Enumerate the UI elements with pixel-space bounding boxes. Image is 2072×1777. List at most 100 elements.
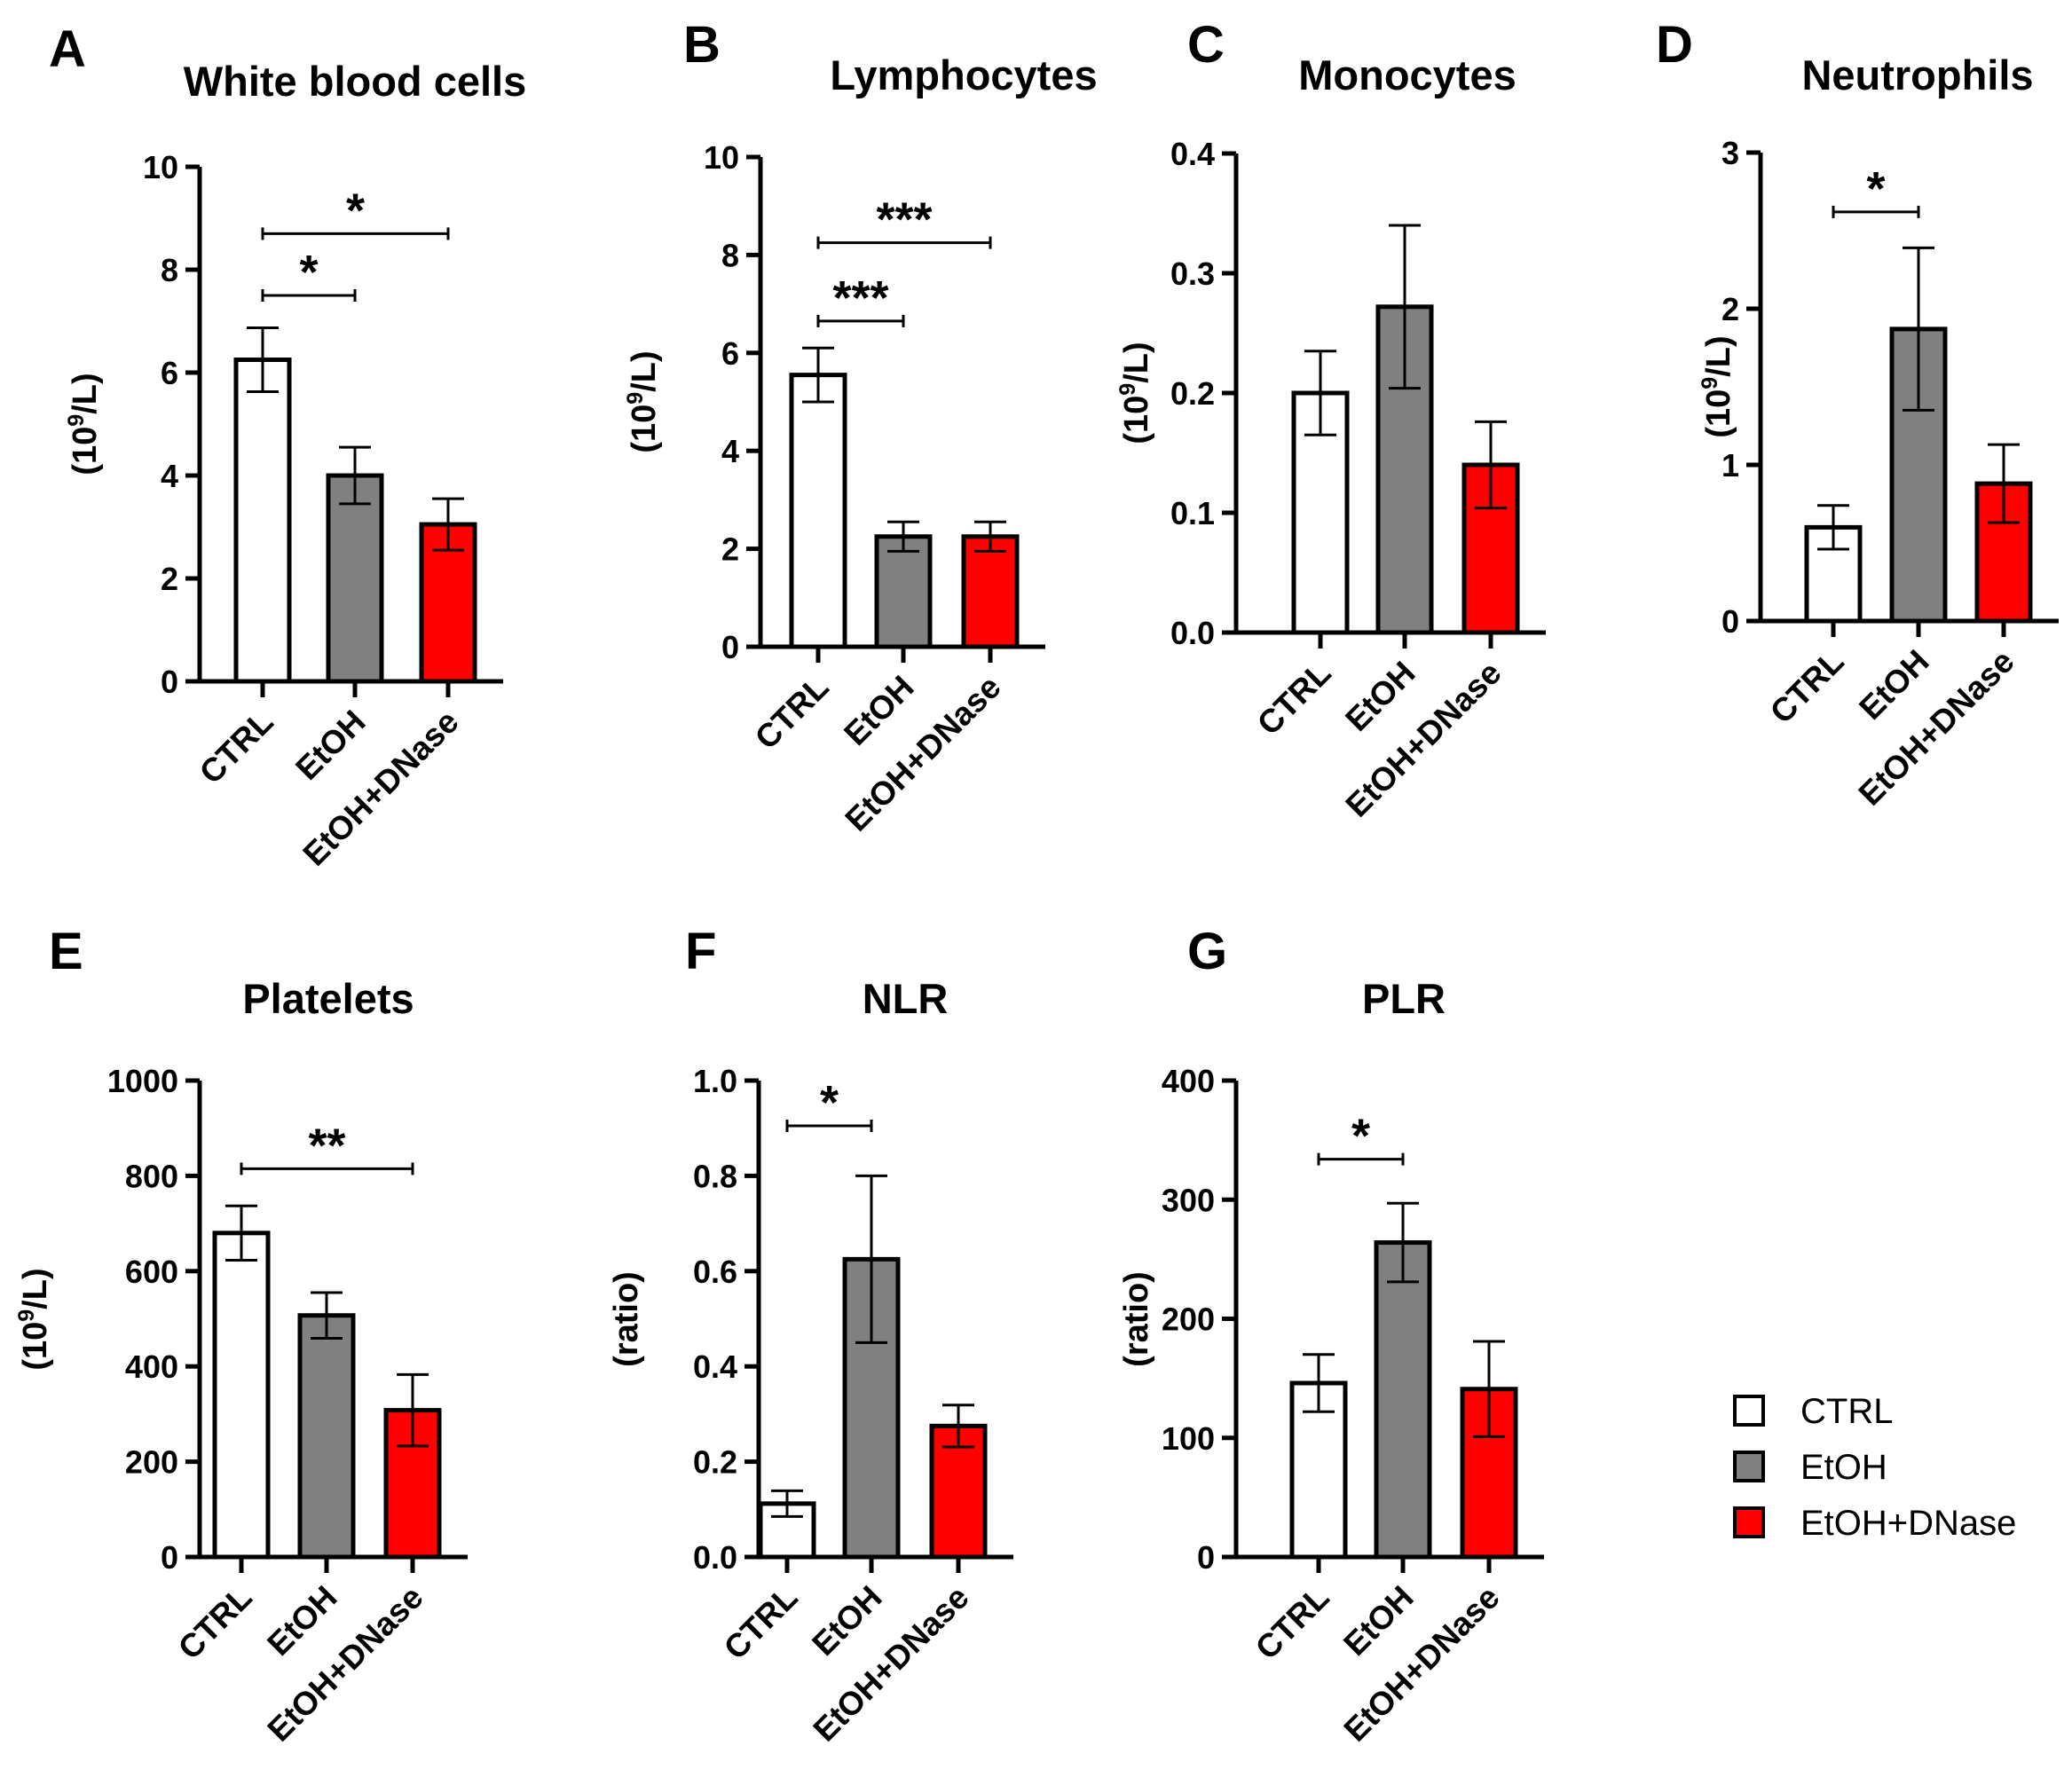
- significance-label: *: [346, 184, 365, 237]
- error-bar-ctrl: [771, 1489, 803, 1518]
- x-tick-label-ctrl: CTRL: [1249, 1579, 1336, 1667]
- x-tick-label-etoh-dnase: EtOH+DNase: [1852, 643, 2021, 813]
- y-tick-label: 1.0: [693, 1063, 737, 1099]
- y-tick-label: 0.4: [1170, 136, 1215, 172]
- bar-etoh: [326, 473, 384, 684]
- bar-etoh-dnase: [961, 534, 1020, 649]
- y-axis-label-superscript: 9: [1698, 377, 1722, 389]
- error-bar-etoh: [887, 520, 919, 553]
- chart-panel-lymphocytes: B Lymphocytes (109/L) 0 2 4 6 8 10 CTRL EtOHEtOH+D…: [623, 16, 1098, 838]
- legend-label: EtOH+DNase: [1800, 1504, 2016, 1543]
- significance-bracket: ***: [816, 271, 905, 327]
- error-bar-etoh-dnase: [974, 520, 1006, 553]
- bar-etoh: [842, 1256, 901, 1560]
- significance-label: **: [308, 1119, 345, 1172]
- x-tick-label-etoh: EtOH: [260, 1579, 343, 1663]
- y-tick-label: 0.2: [693, 1444, 737, 1481]
- y-tick-label: 8: [721, 237, 739, 273]
- bar-ctrl: [212, 1231, 271, 1560]
- error-bar-etoh: [339, 445, 371, 506]
- significance-bracket: *: [261, 184, 450, 240]
- significance-label: *: [299, 246, 318, 299]
- y-tick-label: 0: [1721, 603, 1739, 640]
- y-axis-label: (109/L): [14, 1268, 54, 1370]
- bar-etoh: [874, 534, 933, 649]
- error-bar-etoh-dnase: [1988, 443, 2020, 524]
- panel-letter: D: [1656, 16, 1693, 74]
- significance-bracket: *: [785, 1076, 873, 1133]
- chart-panel-platelets: E Platelets (109/L) 0 200 400 600 800 1000 CTRL Et…: [14, 923, 468, 1749]
- x-tick-label-etoh: EtOH: [288, 704, 372, 787]
- x-tick-label-etoh-dnase: EtOH+DNase: [1337, 1579, 1507, 1749]
- error-bar-etoh-dnase: [1473, 1340, 1505, 1438]
- chart-panel-plr: G PLR (ratio) 0 100 200 300 400 CTRL EtOHEtOH+DNa…: [1118, 923, 1544, 1749]
- error-bar-etoh: [1389, 224, 1421, 390]
- x-tick-label-etoh: EtOH: [805, 1579, 888, 1663]
- legend: CTRL EtOH EtOH+DNase: [1733, 1392, 2016, 1543]
- y-tick-label: 0.0: [1170, 615, 1215, 651]
- bar-ctrl: [233, 358, 292, 684]
- error-bar-ctrl: [1304, 350, 1336, 436]
- y-tick-label: 0.0: [693, 1539, 737, 1576]
- error-bar-etoh: [1387, 1201, 1419, 1284]
- error-bar-ctrl: [1303, 1353, 1335, 1413]
- y-tick-label: 600: [125, 1254, 178, 1290]
- significance-label: *: [1866, 162, 1885, 216]
- legend-swatch: [1733, 1451, 1765, 1482]
- y-axis-label-text: (10: [1700, 389, 1737, 438]
- y-tick-label: 400: [125, 1348, 178, 1385]
- y-axis-label: (ratio): [1118, 1271, 1155, 1367]
- significance-bracket: *: [261, 246, 357, 302]
- error-bar-etoh-dnase: [432, 497, 464, 552]
- y-axis-label-text: (10: [626, 405, 663, 453]
- y-tick-label: 6: [161, 355, 178, 391]
- significance-label: *: [820, 1076, 839, 1129]
- y-axis-label: (109/L): [623, 350, 663, 452]
- y-tick-label: 0.2: [1170, 375, 1215, 412]
- significance-bracket: ***: [816, 193, 992, 249]
- x-tick-label-etoh-dnase: EtOH+DNase: [261, 1579, 430, 1749]
- y-axis-label-superscript: 9: [623, 392, 648, 405]
- chart-panel-white-blood-cells: A White blood cells (109/L) 0 2 4 6 8 10 CTRL EtOH…: [49, 20, 526, 873]
- y-tick-label: 4: [161, 458, 178, 494]
- y-axis-label-superscript: 9: [14, 1309, 39, 1322]
- y-axis-label-superscript: 9: [64, 414, 89, 427]
- error-bar-etoh-dnase: [942, 1404, 974, 1449]
- y-tick-label: 100: [1162, 1420, 1215, 1457]
- chart-title: PLR: [1362, 975, 1446, 1022]
- x-tick-label-etoh: EtOH: [1338, 655, 1422, 738]
- y-axis-label-text: (10: [17, 1322, 54, 1371]
- legend-item-ctrl: CTRL: [1733, 1392, 1893, 1431]
- panel-letter: F: [685, 923, 716, 980]
- y-tick-label: 10: [143, 149, 178, 185]
- y-tick-label: 800: [125, 1158, 178, 1194]
- chart-title: Neutrophils: [1801, 51, 2033, 98]
- y-tick-label: 1000: [107, 1063, 178, 1099]
- y-axis-label-unit: /L): [1700, 335, 1737, 376]
- y-axis-label-unit: /L): [626, 350, 663, 391]
- y-tick-label: 0: [161, 1539, 178, 1576]
- y-axis-label: (109/L): [64, 373, 104, 475]
- y-tick-label: 200: [1162, 1301, 1215, 1338]
- y-axis-label-text: (ratio): [608, 1271, 645, 1367]
- y-tick-label: 2: [1721, 291, 1739, 327]
- panel-letter: E: [49, 923, 83, 980]
- error-bar-etoh: [1903, 246, 1934, 412]
- y-tick-label: 0.6: [693, 1254, 737, 1290]
- significance-bracket: *: [1317, 1110, 1405, 1166]
- y-axis-label: (109/L): [1698, 335, 1737, 437]
- x-tick-label-etoh-dnase: EtOH+DNase: [839, 669, 1008, 838]
- panel-letter: G: [1187, 923, 1227, 980]
- bar-etoh: [1374, 1240, 1432, 1560]
- significance-bracket: *: [1832, 162, 1920, 218]
- y-tick-label: 200: [125, 1444, 178, 1481]
- significance-label: ***: [876, 193, 932, 247]
- y-tick-label: 0: [721, 629, 739, 665]
- legend-swatch: [1733, 1395, 1765, 1427]
- x-tick-label-ctrl: CTRL: [748, 669, 836, 757]
- error-bar-ctrl: [802, 346, 834, 404]
- chart-title: NLR: [863, 975, 949, 1022]
